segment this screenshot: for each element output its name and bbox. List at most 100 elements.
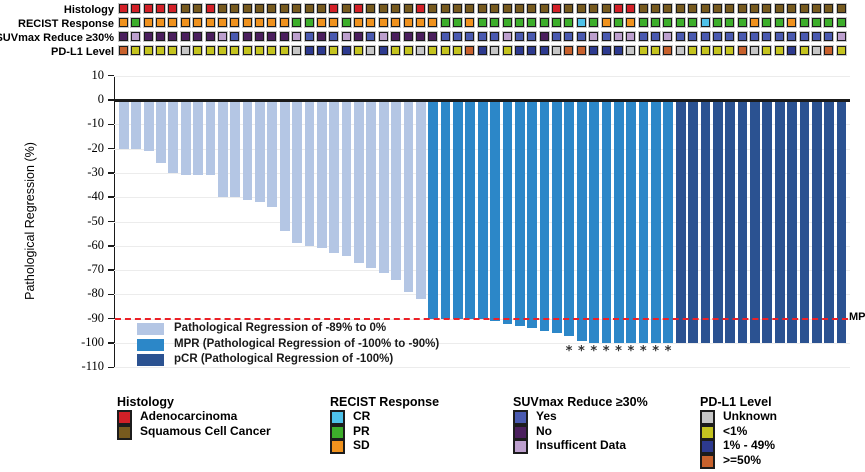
recist-mark-pr <box>737 18 747 27</box>
suvmax-mark-y <box>564 32 574 41</box>
suvmax-mark-y <box>651 32 661 41</box>
bar-reg <box>366 101 377 268</box>
pdl1-mark-m <box>378 46 388 55</box>
asterisk-mark: * <box>639 344 647 359</box>
recist-mark-pr <box>651 18 661 27</box>
legend-swatch-mpr <box>137 338 164 351</box>
suvmax-mark-y <box>366 32 376 41</box>
gridline <box>114 343 850 344</box>
histology-mark-a <box>168 4 178 13</box>
suvmax-mark-n <box>539 32 549 41</box>
bar-reg <box>403 101 414 292</box>
bar-reg <box>205 101 216 176</box>
suvmax-mark-n <box>205 32 215 41</box>
bar-pcr <box>700 101 711 343</box>
y-tick-mark <box>108 99 114 101</box>
suvmax-mark-i <box>502 32 512 41</box>
annotation-label-recist: RECIST Response <box>18 18 114 30</box>
suvmax-mark-y <box>477 32 487 41</box>
suvmax-mark-y <box>700 32 710 41</box>
bottom-legend-title: PD-L1 Level <box>700 395 772 409</box>
recist-mark-pr <box>712 18 722 27</box>
recist-mark-pr <box>292 18 302 27</box>
pdl1-mark-l <box>651 46 661 55</box>
pdl1-mark-m <box>601 46 611 55</box>
recist-mark-sd <box>267 18 277 27</box>
recist-mark-pr <box>725 18 735 27</box>
y-tick-mark <box>108 366 114 369</box>
recist-mark-sd <box>465 18 475 27</box>
pdl1-mark-l <box>638 46 648 55</box>
bar-mpr <box>638 101 649 343</box>
y-tick-mark <box>108 342 114 344</box>
recist-mark-sd <box>428 18 438 27</box>
suvmax-mark-n <box>242 32 252 41</box>
asterisk-mark: * <box>602 344 610 359</box>
suvmax-mark-y <box>527 32 537 41</box>
bottom-legend-title: SUVmax Reduce ≥30% <box>513 395 648 409</box>
bar-pcr <box>750 101 760 343</box>
suvmax-mark-i <box>378 32 388 41</box>
bar-pcr <box>675 101 686 343</box>
bar-mpr <box>477 101 488 319</box>
suvmax-mark-y <box>750 32 760 41</box>
bar-reg <box>341 101 352 256</box>
pdl1-mark-l <box>267 46 277 55</box>
suvmax-mark-i <box>613 32 623 41</box>
annotation-label-suvmax: SUVmax Reduce ≥30% <box>0 32 114 44</box>
histology-mark-s <box>366 4 376 13</box>
bar-reg <box>255 101 265 203</box>
histology-mark-a <box>119 4 128 13</box>
suvmax-mark-n <box>391 32 401 41</box>
pdl1-mark-l <box>168 46 178 55</box>
bar-reg <box>304 101 315 246</box>
bar-reg <box>267 101 278 207</box>
suvmax-mark-y <box>453 32 463 41</box>
histology-mark-s <box>737 4 747 13</box>
pdl1-mark-u <box>490 46 500 55</box>
pdl1-mark-l <box>255 46 265 55</box>
pdl1-mark-l <box>762 46 772 55</box>
bottom-legend-swatch <box>513 424 528 440</box>
suvmax-mark-y <box>824 32 834 41</box>
suvmax-mark-n <box>168 32 178 41</box>
recist-mark-sd <box>193 18 203 27</box>
histology-mark-s <box>230 4 240 13</box>
bottom-legend-label: 1% - 49% <box>723 438 776 453</box>
recist-mark-sd <box>279 18 289 27</box>
recist-mark-sd <box>143 18 153 27</box>
pdl1-mark-l <box>391 46 401 55</box>
pdl1-mark-l <box>279 46 289 55</box>
histology-mark-s <box>589 4 599 13</box>
histology-mark-s <box>316 4 326 13</box>
recist-mark-sd <box>787 18 797 27</box>
legend-label-mpr: MPR (Pathological Regression of -100% to… <box>174 337 440 350</box>
bar-mpr <box>589 101 599 343</box>
pdl1-mark-l <box>193 46 203 55</box>
pdl1-mark-l <box>205 46 215 55</box>
histology-mark-s <box>279 4 289 13</box>
bottom-legend-label: Unknown <box>723 409 777 423</box>
pdl1-mark-m <box>527 46 537 55</box>
recist-mark-sd <box>242 18 252 27</box>
bar-reg <box>180 101 191 176</box>
y-tick-label: -30 <box>87 164 104 179</box>
bottom-legend-title: Histology <box>117 395 174 409</box>
histology-mark-s <box>651 4 661 13</box>
suvmax-mark-n <box>354 32 364 41</box>
histology-mark-s <box>700 4 710 13</box>
y-tick-mark <box>108 317 114 320</box>
suvmax-mark-y <box>712 32 722 41</box>
recist-mark-pr <box>613 18 623 27</box>
histology-mark-s <box>217 4 227 13</box>
histology-mark-s <box>663 4 673 13</box>
histology-mark-s <box>811 4 821 13</box>
suvmax-mark-y <box>762 32 772 41</box>
histology-mark-s <box>242 4 252 13</box>
y-tick-label: -20 <box>87 140 104 155</box>
pdl1-mark-u <box>366 46 376 55</box>
pdl1-mark-l <box>836 46 846 55</box>
bar-reg <box>415 101 426 300</box>
suvmax-mark-y <box>799 32 809 41</box>
